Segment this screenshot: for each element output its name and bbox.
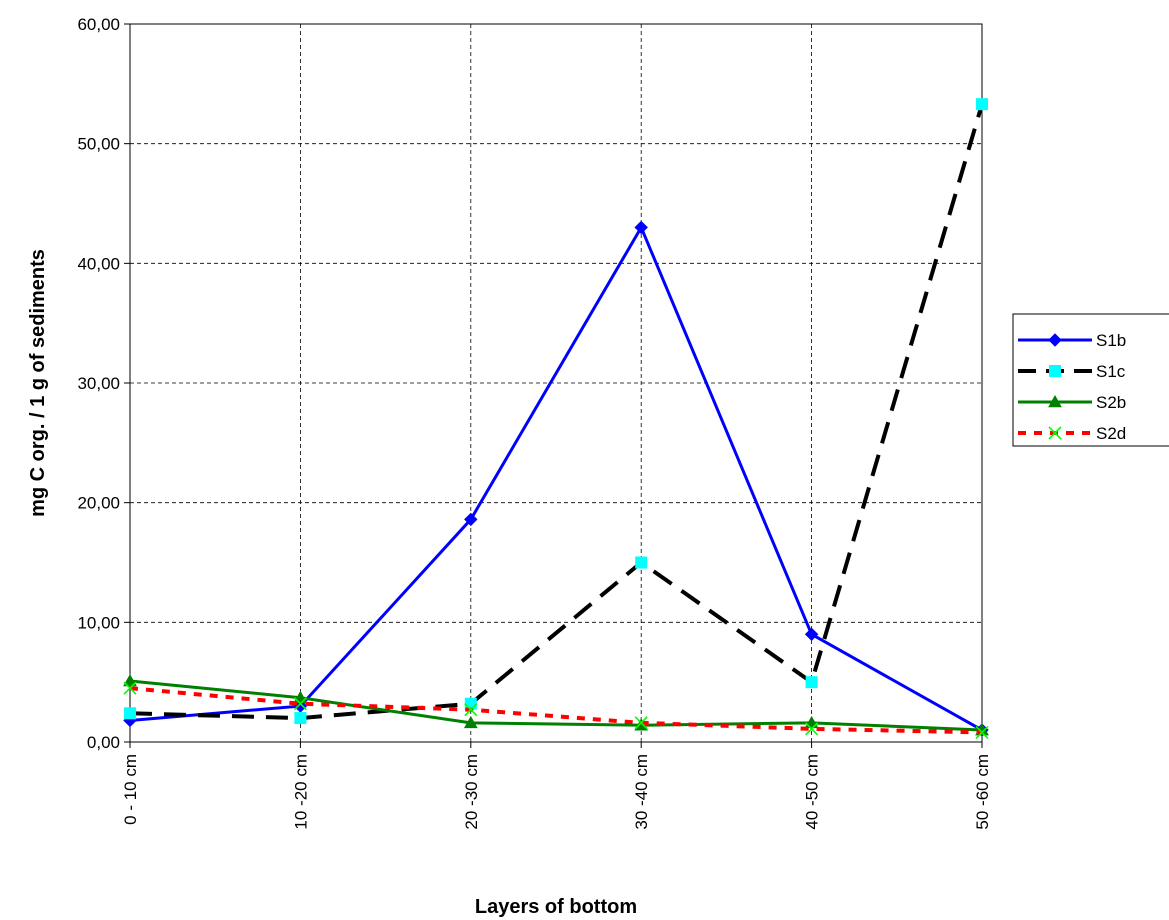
series-group — [123, 98, 989, 739]
point-marker — [124, 707, 136, 720]
legend-label: S1c — [1096, 362, 1126, 381]
point-marker — [1048, 394, 1062, 408]
point-marker — [1049, 365, 1061, 377]
y-tick-label: 0,00 — [87, 733, 120, 752]
x-tick-label: 30 -40 cm — [632, 754, 651, 830]
x-tick-label: 20 -30 cm — [462, 754, 481, 830]
x-tick-label: 10 -20 cm — [291, 754, 310, 830]
series-s1c — [124, 98, 988, 725]
legend-label: S2d — [1096, 424, 1126, 443]
x-axis: 0 - 10 cm 10 -20 cm 20 -30 cm 30 -40 cm 40 -… — [121, 742, 992, 830]
series-s2b — [123, 673, 989, 736]
legend-item-s2d: S2d — [1018, 424, 1126, 443]
series-line-s2b — [129, 679, 983, 732]
point-marker — [975, 725, 989, 739]
legend-box — [1012, 313, 1169, 447]
legend-label: S1b — [1096, 331, 1126, 350]
point-marker — [1048, 333, 1062, 347]
point-marker — [805, 676, 818, 689]
x-tick-label: 40 -50 cm — [803, 754, 822, 830]
y-tick-label: 40,00 — [77, 254, 120, 273]
y-tick-label: 50,00 — [77, 135, 120, 154]
point-marker — [1048, 426, 1062, 440]
y-tick-label: 10,00 — [77, 613, 120, 632]
point-marker — [804, 627, 819, 642]
legend-item-s1b: S1b — [1018, 331, 1126, 350]
legend-item-s1c: S1c — [1018, 362, 1126, 381]
x-tick-label: 50 -60 cm — [973, 754, 992, 830]
point-marker — [805, 722, 819, 736]
point-marker — [634, 220, 648, 235]
point-marker — [976, 98, 988, 111]
point-marker — [464, 512, 478, 527]
x-tick-label: 0 - 10 cm — [121, 754, 140, 825]
y-tick-label: 30,00 — [77, 374, 120, 393]
y-axis: 0,00 10,00 20,00 30,00 40,00 50,00 60,00 — [77, 15, 130, 752]
grid — [130, 24, 982, 742]
series-s1b — [123, 220, 989, 737]
series-line-s1b — [129, 224, 983, 732]
point-marker — [634, 716, 648, 730]
x-axis-title: Layers of bottom — [475, 896, 637, 918]
point-marker — [463, 715, 478, 729]
series-s2d — [123, 681, 989, 739]
point-marker — [293, 697, 307, 711]
legend: S1b S1c S2b S2d — [1012, 313, 1169, 447]
point-marker — [635, 556, 648, 569]
point-marker — [464, 703, 478, 717]
legend-item-s2b: S2b — [1018, 393, 1126, 412]
series-line-s2d — [129, 686, 983, 735]
point-marker — [294, 712, 307, 725]
point-marker — [123, 681, 137, 695]
point-marker — [123, 673, 137, 687]
y-tick-label: 60,00 — [77, 15, 120, 34]
legend-label: S2b — [1096, 393, 1126, 412]
y-tick-label: 20,00 — [77, 494, 120, 513]
y-axis-title: mg C org. / 1 g of sediments — [27, 249, 49, 517]
series-line-s1c — [129, 103, 984, 721]
